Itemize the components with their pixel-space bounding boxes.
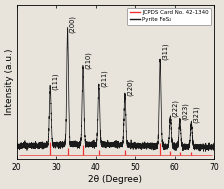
Text: (211): (211) bbox=[100, 70, 107, 87]
Text: (210): (210) bbox=[85, 51, 91, 69]
Text: (111): (111) bbox=[52, 72, 58, 90]
Text: (311): (311) bbox=[162, 42, 168, 60]
Legend: JCPDS Card No. 42-1340, Pyrite FeS₂: JCPDS Card No. 42-1340, Pyrite FeS₂ bbox=[127, 8, 211, 25]
Text: (220): (220) bbox=[127, 78, 133, 96]
Text: (321): (321) bbox=[193, 105, 199, 122]
Text: (023): (023) bbox=[181, 102, 188, 120]
Text: (222): (222) bbox=[172, 99, 179, 117]
Text: (200): (200) bbox=[69, 15, 76, 33]
X-axis label: 2θ (Degree): 2θ (Degree) bbox=[88, 175, 142, 184]
Y-axis label: Intensity (a.u.): Intensity (a.u.) bbox=[5, 48, 14, 115]
